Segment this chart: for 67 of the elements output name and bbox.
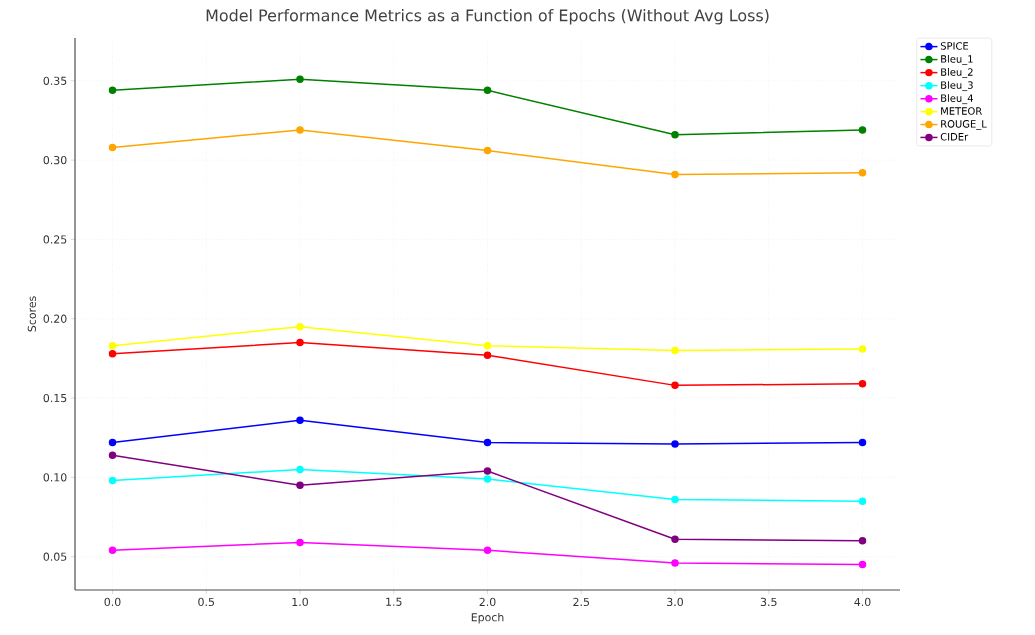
point: [671, 381, 679, 390]
x-tick-label: 0.5: [198, 597, 215, 607]
point: [671, 535, 679, 543]
point: [483, 351, 492, 359]
point: [483, 467, 492, 475]
y-tick-label: 0.10: [43, 473, 67, 482]
point: [296, 481, 304, 490]
legend-label: SPICE: [940, 42, 969, 50]
point: [858, 560, 867, 569]
x-tick-label: 3.5: [760, 597, 777, 607]
legend-label: METEOR: [941, 107, 982, 115]
point: [671, 130, 679, 139]
point: [296, 416, 304, 425]
point: [296, 75, 304, 83]
legend-label: Bleu_3: [941, 81, 973, 92]
point: [858, 537, 867, 545]
point: [108, 143, 117, 152]
legend-label: Bleu_1: [941, 55, 973, 65]
x-axis-title: Epoch: [471, 612, 504, 624]
point: [108, 341, 117, 350]
point: [671, 170, 679, 179]
point: [483, 86, 492, 95]
point: [858, 438, 867, 447]
point: [296, 538, 304, 547]
point: [296, 322, 304, 331]
point: [858, 345, 867, 353]
point: [858, 169, 867, 177]
x-tick-label: 2.0: [479, 597, 496, 607]
legend-label: Bleu_4: [941, 94, 973, 105]
x-tick-label: 0.0: [104, 597, 121, 607]
point: [671, 346, 679, 355]
point: [296, 126, 304, 134]
point: [108, 349, 117, 358]
x-tick-label: 2.5: [573, 597, 590, 607]
point: [483, 546, 492, 555]
point: [671, 559, 679, 567]
y-tick-label: 0.30: [43, 155, 67, 165]
point: [858, 497, 867, 505]
legend-label: CIDEr: [940, 132, 969, 141]
legend-label: ROUGE_L: [941, 120, 987, 130]
point: [108, 86, 117, 95]
y-axis-title: Scores: [27, 296, 36, 332]
point: [858, 380, 867, 388]
point: [296, 338, 304, 347]
point: [108, 546, 117, 555]
y-tick-label: 0.20: [43, 314, 67, 323]
point: [858, 126, 867, 134]
chart-title: Model Performance Metrics as a Function of Epochs (Without Avg Loss): [206, 9, 769, 25]
point: [671, 495, 679, 504]
point: [108, 451, 117, 459]
point: [483, 341, 492, 350]
x-tick-label: 1.0: [292, 597, 308, 607]
y-tick-label: 0.35: [43, 76, 67, 85]
y-tick-label: 0.05: [43, 552, 67, 561]
point: [108, 476, 117, 485]
y-tick-label: 0.15: [43, 393, 67, 403]
legend-label: Bleu_2: [941, 68, 973, 79]
point: [296, 465, 304, 474]
x-tick-label: 4.0: [854, 597, 871, 607]
point: [483, 438, 492, 447]
x-tick-label: 1.5: [386, 597, 402, 606]
point: [483, 475, 492, 483]
point: [671, 440, 679, 448]
point: [108, 438, 117, 447]
y-tick-label: 0.25: [43, 235, 67, 244]
point: [483, 146, 492, 155]
x-tick-label: 3.0: [667, 597, 683, 607]
